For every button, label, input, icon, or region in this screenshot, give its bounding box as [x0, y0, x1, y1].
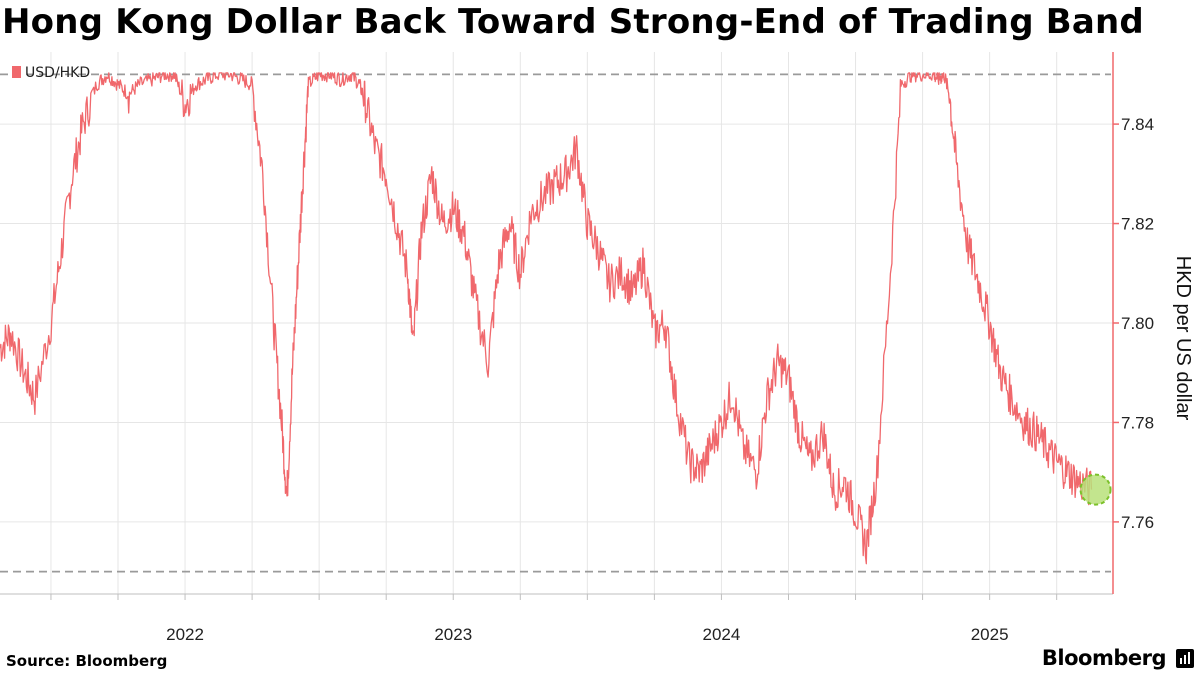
usd-hkd-series-line [0, 72, 1093, 565]
chart-title: Hong Kong Dollar Back Toward Strong-End … [2, 2, 1144, 42]
latest-value-marker [1079, 473, 1112, 506]
y-tick-label: 7.84 [1121, 115, 1154, 134]
x-axis-ticks: 2022 2023 2024 2025 [50, 594, 1058, 644]
x-tick-label: 2023 [434, 625, 472, 644]
y-tick-label: 7.76 [1121, 513, 1154, 532]
source-note: Source: Bloomberg [6, 652, 168, 670]
horizontal-gridlines [0, 123, 1113, 523]
legend: USD/HKD [12, 65, 90, 81]
legend-swatch [12, 66, 21, 78]
x-tick-label: 2025 [971, 625, 1009, 644]
x-tick-label: 2022 [166, 625, 204, 644]
legend-label: USD/HKD [25, 65, 90, 81]
bloomberg-logo: Bloomberg [1041, 646, 1167, 670]
bloomberg-terminal-icon [1176, 649, 1194, 668]
y-axis-label: HKD per US dollar [1172, 256, 1194, 421]
y-tick-label: 7.80 [1121, 314, 1154, 333]
y-tick-label: 7.82 [1121, 215, 1154, 234]
x-tick-label: 2024 [703, 625, 741, 644]
y-axis-ticks: 7.76 7.78 7.80 7.82 7.84 [1113, 115, 1154, 532]
y-tick-label: 7.78 [1121, 413, 1154, 432]
